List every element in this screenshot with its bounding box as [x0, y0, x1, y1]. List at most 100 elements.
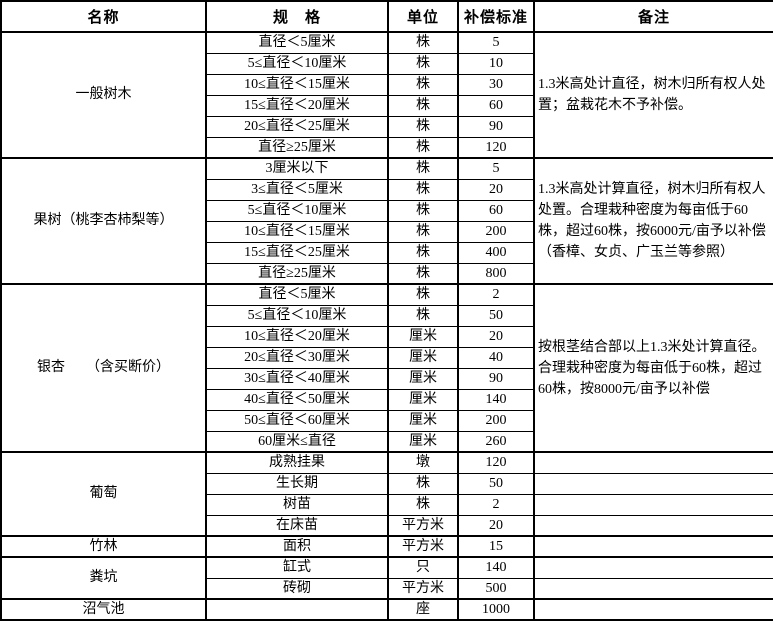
remark-cell: 按根茎结合部以上1.3米处计算直径。合理栽种密度为每亩低于60株，超过60株，按… [533, 283, 773, 453]
table-row: 竹林 面积 平方米 15 [0, 535, 773, 558]
header-remark: 备注 [533, 0, 773, 33]
table-row: 15≤直径＜25厘米株 400 [1, 241, 773, 264]
standard-cell: 500 [457, 577, 535, 600]
table-row: 10≤直径＜20厘米 厘米 20 [1, 325, 773, 348]
row-group-name: 葡萄 [0, 451, 207, 537]
standard-cell: 40 [457, 346, 535, 369]
spec-cell: 5≤直径＜10厘米 [205, 52, 389, 75]
row-group-name: 竹林 [0, 535, 207, 558]
unit-cell: 株 [387, 304, 459, 327]
remark-cell [533, 556, 773, 579]
spec-cell: 树苗 [205, 493, 389, 516]
spec-cell: 直径≥25厘米 [205, 136, 389, 159]
remark-cell: 1.3米高处计算直径，树木归所有权人处置。合理栽种密度为每亩低于60株，超过60… [533, 157, 773, 285]
table-row: 60厘米≤直径 厘米 260 [1, 430, 773, 453]
spec-cell: 60厘米≤直径 [205, 430, 389, 453]
unit-cell: 株 [387, 283, 459, 306]
standard-cell: 120 [457, 136, 535, 159]
spec-cell: 15≤直径＜20厘米 [205, 94, 389, 117]
table-row: 粪坑 缸式只 140 [0, 556, 773, 600]
standard-cell: 2 [457, 493, 535, 516]
header-standard: 补偿标准 [457, 0, 535, 33]
unit-cell: 株 [387, 73, 459, 96]
spec-cell: 面积 [205, 535, 389, 558]
spec-cell: 10≤直径＜15厘米 [205, 73, 389, 96]
remark-cell [533, 598, 773, 621]
spec-cell: 3厘米以下 [205, 157, 389, 180]
spec-cell: 3≤直径＜5厘米 [205, 178, 389, 201]
unit-cell: 株 [387, 262, 459, 285]
header-row: 名称 规 格 单位 补偿标准 备注 [0, 0, 773, 33]
table-row: 葡萄 成熟挂果墩 120 [0, 451, 773, 537]
spec-cell: 缸式 [205, 556, 389, 579]
unit-cell: 平方米 [387, 577, 459, 600]
unit-cell: 厘米 [387, 388, 459, 411]
standard-cell: 1000 [457, 598, 535, 621]
unit-cell: 株 [387, 178, 459, 201]
unit-cell: 株 [387, 52, 459, 75]
row-group-name: 沼气池 [0, 598, 207, 621]
table-row: 直径≥25厘米株 800 [1, 262, 773, 285]
standard-cell: 60 [457, 94, 535, 117]
spec-cell: 直径≥25厘米 [205, 262, 389, 285]
unit-cell: 只 [387, 556, 459, 579]
unit-cell: 墩 [387, 451, 459, 474]
unit-cell: 厘米 [387, 409, 459, 432]
table-row: 在床苗 平方米 20 [1, 514, 773, 537]
spec-cell: 40≤直径＜50厘米 [205, 388, 389, 411]
header-spec: 规 格 [205, 0, 389, 33]
unit-cell: 株 [387, 115, 459, 138]
table-row: 20≤直径＜25厘米株 90 [1, 115, 773, 138]
header-name: 名称 [0, 0, 207, 33]
standard-cell: 90 [457, 367, 535, 390]
standard-cell: 200 [457, 409, 535, 432]
standard-cell: 260 [457, 430, 535, 453]
table-row: 10≤直径＜15厘米株 200 [1, 220, 773, 243]
spec-cell: 直径＜5厘米 [205, 31, 389, 54]
remark-cell [533, 514, 773, 537]
standard-cell: 60 [457, 199, 535, 222]
row-group-name: 粪坑 [0, 556, 207, 600]
spec-cell: 在床苗 [205, 514, 389, 537]
standard-cell: 20 [457, 178, 535, 201]
standard-cell: 400 [457, 241, 535, 264]
remark-cell: 1.3米高处计直径，树木归所有权人处置；盆栽花木不予补偿。 [533, 31, 773, 159]
spec-cell: 10≤直径＜15厘米 [205, 220, 389, 243]
table-row: 生长期株 50 [1, 472, 773, 495]
header-unit: 单位 [387, 0, 459, 33]
spec-cell: 10≤直径＜20厘米 [205, 325, 389, 348]
table-row: 5≤直径＜10厘米株 50 [1, 304, 773, 327]
table-row: 20≤直径＜30厘米 厘米 40 [1, 346, 773, 369]
table-row: 一般树木 直径＜5厘米株 5 1.3米高处计直径，树木归所有权人处置；盆栽花木不予补偿… [0, 31, 773, 159]
spec-cell: 生长期 [205, 472, 389, 495]
table-row: 3≤直径＜5厘米株 20 [1, 178, 773, 201]
spec-cell: 20≤直径＜25厘米 [205, 115, 389, 138]
standard-cell: 5 [457, 157, 535, 180]
standard-cell: 200 [457, 220, 535, 243]
unit-cell: 平方米 [387, 535, 459, 558]
remark-cell [533, 535, 773, 558]
table-row: 5≤直径＜10厘米株 60 [1, 199, 773, 222]
standard-cell: 10 [457, 52, 535, 75]
row-group-name: 银杏 （含买断价） [0, 283, 207, 453]
spec-cell: 5≤直径＜10厘米 [205, 199, 389, 222]
spec-cell: 50≤直径＜60厘米 [205, 409, 389, 432]
unit-cell: 平方米 [387, 514, 459, 537]
standard-cell: 5 [457, 31, 535, 54]
spec-cell: 15≤直径＜25厘米 [205, 241, 389, 264]
spec-cell: 20≤直径＜30厘米 [205, 346, 389, 369]
unit-cell: 厘米 [387, 346, 459, 369]
standard-cell: 50 [457, 472, 535, 495]
table-row: 银杏 （含买断价） 直径＜5厘米株 2 按根茎结合部以上1.3米处计算直径。合理栽种密… [0, 283, 773, 453]
standard-cell: 20 [457, 514, 535, 537]
unit-cell: 座 [387, 598, 459, 621]
unit-cell: 株 [387, 157, 459, 180]
unit-cell: 株 [387, 31, 459, 54]
table-row: 5≤直径＜10厘米株 10 [1, 52, 773, 75]
standard-cell: 90 [457, 115, 535, 138]
table-row: 果树（桃李杏柿梨等） 3厘米以下株 5 1.3米高处计算直径，树木归所有权人处置。合理… [0, 157, 773, 285]
spec-cell: 直径＜5厘米 [205, 283, 389, 306]
standard-cell: 20 [457, 325, 535, 348]
standard-cell: 15 [457, 535, 535, 558]
unit-cell: 株 [387, 94, 459, 117]
